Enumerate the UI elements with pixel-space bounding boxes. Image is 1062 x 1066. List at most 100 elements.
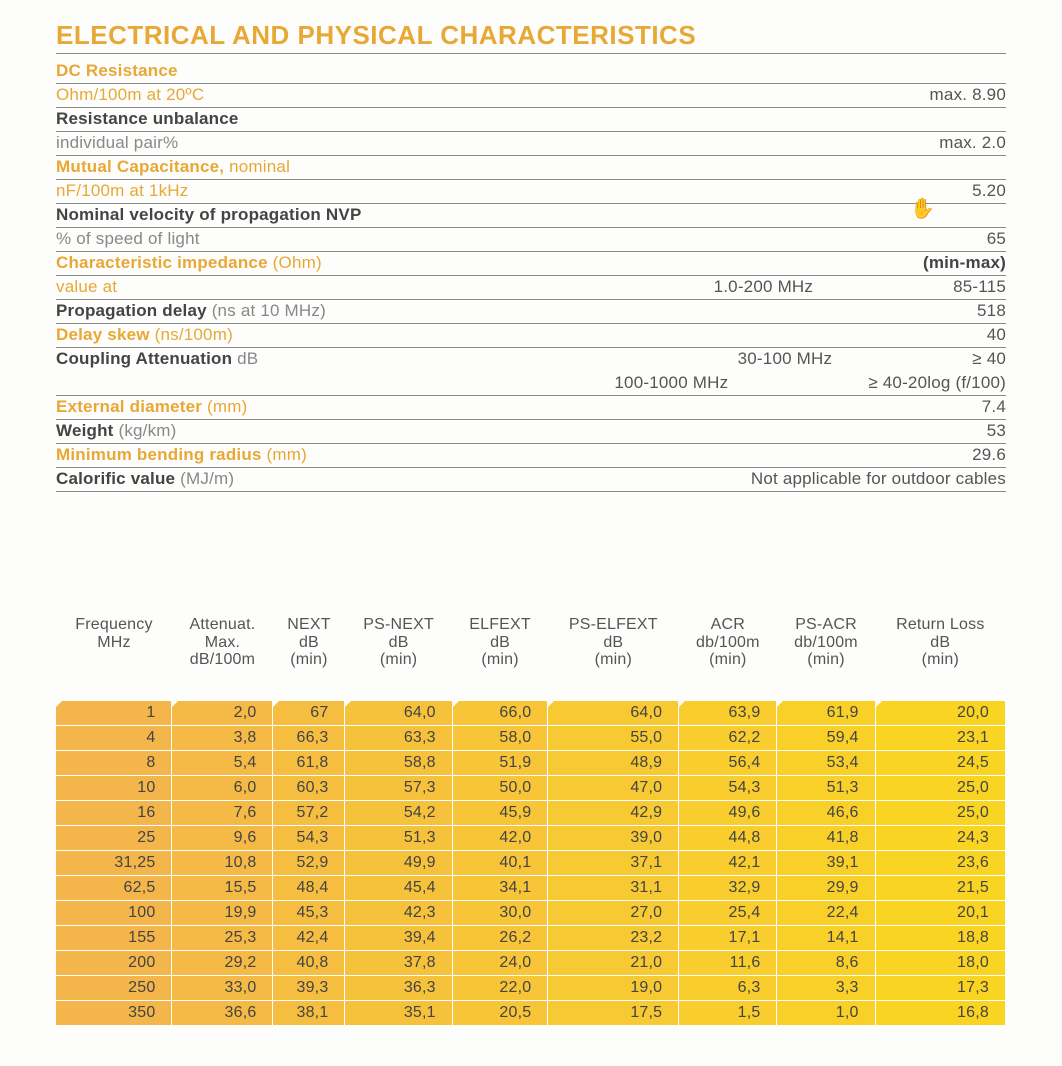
table-cell: 54,3 (679, 775, 777, 800)
spec-label: Ohm/100m at 20ºC (56, 85, 930, 105)
table-cell: 6,3 (679, 975, 777, 1000)
table-row: 10019,945,342,330,027,025,422,420,1 (56, 900, 1006, 925)
spec-label: Nominal velocity of propagation NVP (56, 205, 1006, 225)
table-cell: 36,3 (345, 975, 452, 1000)
table-row: 259,654,351,342,039,044,841,824,3 (56, 825, 1006, 850)
table-cell: 42,0 (452, 825, 548, 850)
table-cell: 200 (56, 950, 172, 975)
table-cell: 67 (273, 700, 345, 725)
table-cell: 24,5 (875, 750, 1005, 775)
table-cell: 27,0 (548, 900, 679, 925)
spec-value: 65 (987, 229, 1006, 249)
table-cell: 62,2 (679, 725, 777, 750)
table-cell: 45,4 (345, 875, 452, 900)
table-cell: 3,8 (172, 725, 273, 750)
table-cell: 350 (56, 1000, 172, 1025)
table-cell: 24,3 (875, 825, 1005, 850)
table-cell: 46,6 (777, 800, 875, 825)
table-cell: 1 (56, 700, 172, 725)
table-cell: 10,8 (172, 850, 273, 875)
table-cell: 39,4 (345, 925, 452, 950)
table-cell: 21,5 (875, 875, 1005, 900)
table-cell: 63,9 (679, 700, 777, 725)
specs-list: DC ResistanceOhm/100m at 20ºCmax. 8.90Re… (56, 60, 1006, 492)
table-cell: 11,6 (679, 950, 777, 975)
table-cell: 21,0 (548, 950, 679, 975)
table-cell: 60,3 (273, 775, 345, 800)
table-cell: 100 (56, 900, 172, 925)
spec-row: Mutual Capacitance, nominal (56, 156, 1006, 180)
table-cell: 29,9 (777, 875, 875, 900)
spec-row: Coupling Attenuation dB30-100 MHz≥ 40 (56, 348, 1006, 372)
spec-value: 5.20 (972, 181, 1006, 201)
table-cell: 42,3 (345, 900, 452, 925)
table-cell: 59,4 (777, 725, 875, 750)
table-cell: 20,5 (452, 1000, 548, 1025)
spec-label: Coupling Attenuation dB (56, 349, 738, 369)
spec-value: 40 (987, 325, 1006, 345)
spec-mid: 1.0-200 MHz (714, 277, 954, 297)
table-cell: 250 (56, 975, 172, 1000)
spec-row: % of speed of light65 (56, 228, 1006, 252)
spec-row: Weight (kg/km)53 (56, 420, 1006, 444)
table-cell: 20,0 (875, 700, 1005, 725)
table-cell: 42,4 (273, 925, 345, 950)
table-cell: 23,1 (875, 725, 1005, 750)
table-cell: 42,9 (548, 800, 679, 825)
table-cell: 29,2 (172, 950, 273, 975)
table-cell: 25,0 (875, 775, 1005, 800)
table-row: 35036,638,135,120,517,51,51,016,8 (56, 1000, 1006, 1025)
spec-label: Mutual Capacitance, nominal (56, 157, 1006, 177)
table-row: 15525,342,439,426,223,217,114,118,8 (56, 925, 1006, 950)
table-cell: 23,6 (875, 850, 1005, 875)
table-cell: 31,1 (548, 875, 679, 900)
table-cell: 22,0 (452, 975, 548, 1000)
table-cell: 3,3 (777, 975, 875, 1000)
spec-value: ≥ 40-20log (f/100) (868, 373, 1006, 393)
spec-label: value at (56, 277, 714, 297)
table-row: 106,060,357,350,047,054,351,325,0 (56, 775, 1006, 800)
table-cell: 45,3 (273, 900, 345, 925)
table-cell: 51,3 (345, 825, 452, 850)
table-row: 43,866,363,358,055,062,259,423,1 (56, 725, 1006, 750)
spec-label: Characteristic impedance (Ohm) (56, 253, 923, 273)
table-row: 20029,240,837,824,021,011,68,618,0 (56, 950, 1006, 975)
table-cell: 37,8 (345, 950, 452, 975)
table-cell: 1,5 (679, 1000, 777, 1025)
table-cell: 48,9 (548, 750, 679, 775)
table-row: 85,461,858,851,948,956,453,424,5 (56, 750, 1006, 775)
spec-label: % of speed of light (56, 229, 987, 249)
spec-value: max. 2.0 (939, 133, 1006, 153)
spec-row: individual pair%max. 2.0 (56, 132, 1006, 156)
frequency-table-section: FrequencyMHzAttenuat.Max.dB/100mNEXTdB(m… (56, 612, 1006, 1025)
spec-label: Delay skew (ns/100m) (56, 325, 987, 345)
table-cell: 50,0 (452, 775, 548, 800)
table-cell: 66,3 (273, 725, 345, 750)
frequency-table: FrequencyMHzAttenuat.Max.dB/100mNEXTdB(m… (56, 612, 1006, 1025)
spec-label: nF/100m at 1kHz (56, 181, 972, 201)
table-cell: 40,1 (452, 850, 548, 875)
spec-row: Propagation delay (ns at 10 MHz)518 (56, 300, 1006, 324)
table-cell: 9,6 (172, 825, 273, 850)
table-cell: 64,0 (548, 700, 679, 725)
table-header: NEXTdB(min) (273, 612, 345, 675)
table-cell: 6,0 (172, 775, 273, 800)
table-cell: 52,9 (273, 850, 345, 875)
table-cell: 5,4 (172, 750, 273, 775)
table-cell: 47,0 (548, 775, 679, 800)
table-cell: 4 (56, 725, 172, 750)
spec-row: 100-1000 MHz≥ 40-20log (f/100) (56, 372, 1006, 396)
table-cell: 41,8 (777, 825, 875, 850)
table-cell: 33,0 (172, 975, 273, 1000)
spec-row: Ohm/100m at 20ºCmax. 8.90 (56, 84, 1006, 108)
table-cell: 63,3 (345, 725, 452, 750)
table-cell: 56,4 (679, 750, 777, 775)
table-cell: 14,1 (777, 925, 875, 950)
spec-value: (min-max) (923, 253, 1006, 273)
table-cell: 34,1 (452, 875, 548, 900)
spec-row: External diameter (mm)7.4 (56, 396, 1006, 420)
spec-value: max. 8.90 (930, 85, 1006, 105)
table-cell: 49,9 (345, 850, 452, 875)
table-cell: 40,8 (273, 950, 345, 975)
table-row: 62,515,548,445,434,131,132,929,921,5 (56, 875, 1006, 900)
